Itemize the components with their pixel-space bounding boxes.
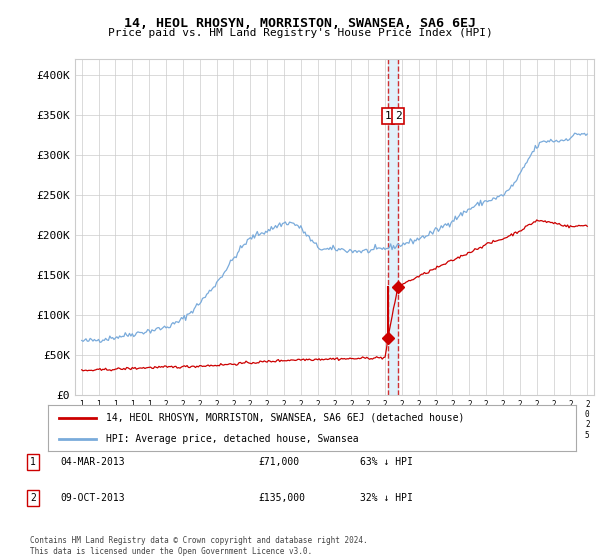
Text: 63% ↓ HPI: 63% ↓ HPI xyxy=(360,457,413,467)
Bar xyxy=(388,59,398,395)
Text: Contains HM Land Registry data © Crown copyright and database right 2024.
This d: Contains HM Land Registry data © Crown c… xyxy=(30,536,368,556)
Text: HPI: Average price, detached house, Swansea: HPI: Average price, detached house, Swan… xyxy=(106,435,359,444)
Text: 14, HEOL RHOSYN, MORRISTON, SWANSEA, SA6 6EJ (detached house): 14, HEOL RHOSYN, MORRISTON, SWANSEA, SA6… xyxy=(106,413,464,423)
Text: 1: 1 xyxy=(385,111,391,121)
Text: 14, HEOL RHOSYN, MORRISTON, SWANSEA, SA6 6EJ: 14, HEOL RHOSYN, MORRISTON, SWANSEA, SA6… xyxy=(124,17,476,30)
Text: 09-OCT-2013: 09-OCT-2013 xyxy=(60,493,125,503)
Text: 2: 2 xyxy=(30,493,36,503)
Text: 32% ↓ HPI: 32% ↓ HPI xyxy=(360,493,413,503)
Text: 2: 2 xyxy=(395,111,401,121)
Text: Price paid vs. HM Land Registry's House Price Index (HPI): Price paid vs. HM Land Registry's House … xyxy=(107,28,493,38)
Text: 1: 1 xyxy=(30,457,36,467)
Text: £71,000: £71,000 xyxy=(258,457,299,467)
Text: 04-MAR-2013: 04-MAR-2013 xyxy=(60,457,125,467)
Text: £135,000: £135,000 xyxy=(258,493,305,503)
